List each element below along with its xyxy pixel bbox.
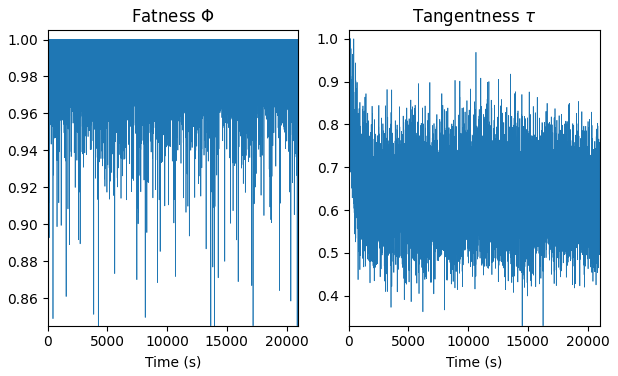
X-axis label: Time (s): Time (s) xyxy=(145,355,201,369)
X-axis label: Time (s): Time (s) xyxy=(446,355,502,369)
Title: Fatness $\Phi$: Fatness $\Phi$ xyxy=(131,8,215,26)
Title: Tangentness $\tau$: Tangentness $\tau$ xyxy=(412,7,536,28)
